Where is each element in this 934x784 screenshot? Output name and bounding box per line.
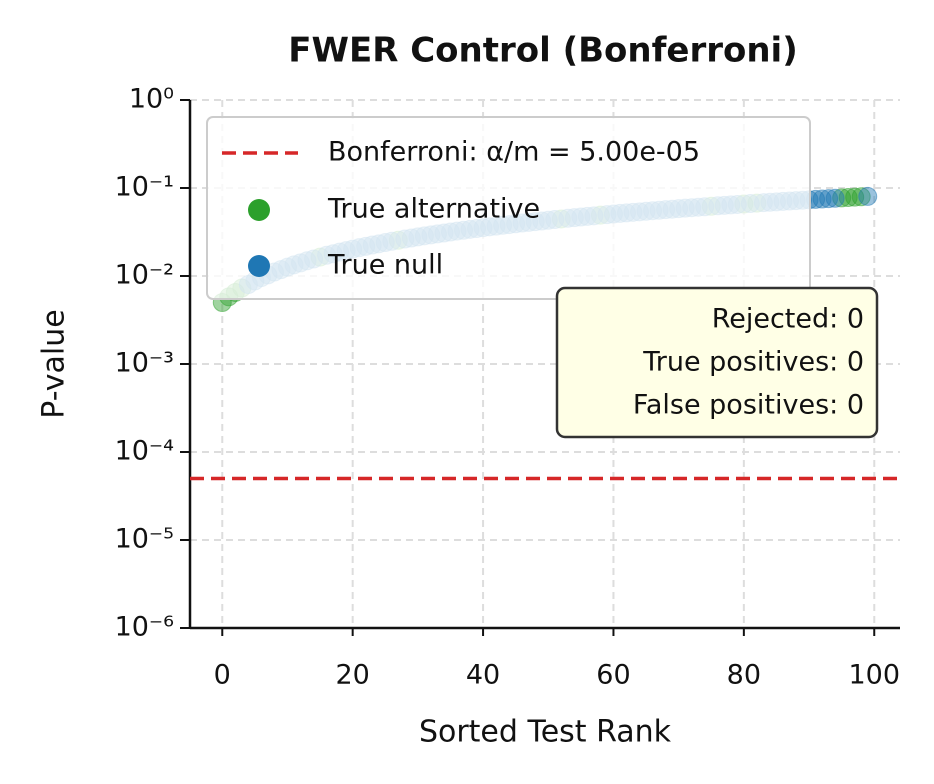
x-tick-label: 100 xyxy=(848,660,900,691)
annotation-text: True positives: 0 xyxy=(642,347,864,378)
legend-label: True null xyxy=(327,250,443,281)
y-tick-label: 10⁻³ xyxy=(115,348,174,379)
x-tick-label: 80 xyxy=(727,660,761,691)
data-point xyxy=(851,187,871,207)
y-tick-label: 10⁻² xyxy=(115,260,174,291)
legend-label: True alternative xyxy=(327,194,540,225)
y-tick-label: 10⁻⁴ xyxy=(115,436,174,467)
annotation-box xyxy=(555,286,879,439)
y-tick-label: 10⁻¹ xyxy=(115,172,174,203)
y-tick-label: 10⁰ xyxy=(129,84,174,115)
x-tick-label: 0 xyxy=(214,660,231,691)
data-point xyxy=(825,188,845,208)
legend-swatch xyxy=(248,255,270,277)
data-point xyxy=(858,186,878,206)
x-tick-label: 20 xyxy=(335,660,369,691)
data-point xyxy=(819,189,839,209)
x-tick-label: 40 xyxy=(466,660,500,691)
annotation-text: False positives: 0 xyxy=(633,390,864,421)
annotation-text: Rejected: 0 xyxy=(712,304,864,335)
x-tick-label: 60 xyxy=(596,660,630,691)
legend-box xyxy=(206,116,811,300)
legend-label: Bonferroni: α/m = 5.00e-05 xyxy=(328,137,700,168)
y-tick-label: 10⁻⁶ xyxy=(115,612,174,643)
chart-title: FWER Control (Bonferroni) xyxy=(288,31,798,71)
y-axis-label: P-value xyxy=(37,309,72,418)
x-axis-label: Sorted Test Rank xyxy=(419,715,672,750)
legend-swatch xyxy=(248,199,270,221)
y-tick-label: 10⁻⁵ xyxy=(115,524,174,555)
